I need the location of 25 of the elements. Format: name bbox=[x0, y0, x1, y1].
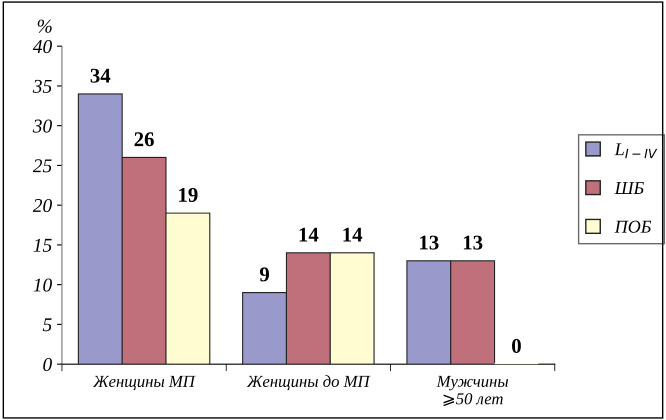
data-label: 19 bbox=[179, 188, 198, 202]
y-axis-title: % bbox=[38, 20, 52, 33]
x-tick-label: Женщины МП bbox=[92, 376, 196, 390]
data-label: 14 bbox=[343, 228, 362, 242]
legend-label: ШБ bbox=[614, 182, 644, 194]
data-label: 9 bbox=[260, 267, 270, 282]
data-label: 0 bbox=[512, 338, 521, 353]
y-tick-label: 15 bbox=[33, 238, 52, 252]
y-tick-label: 40 bbox=[32, 40, 52, 54]
y-tick-label: 20 bbox=[32, 198, 52, 212]
data-label: 14 bbox=[300, 228, 318, 242]
x-tick-label: Женщины до МП bbox=[246, 375, 370, 390]
y-tick-label: 35 bbox=[32, 80, 52, 93]
y-tick-label: 25 bbox=[32, 159, 52, 172]
legend-label: L$_{I−IV}$ bbox=[614, 143, 658, 158]
data-label: 26 bbox=[134, 132, 154, 146]
legend-label: ПОБ bbox=[614, 220, 652, 233]
x-tick-label: Мужчины ⩾50 лет bbox=[436, 376, 508, 406]
y-tick-label: 0 bbox=[43, 358, 52, 372]
y-tick-label: 30 bbox=[32, 120, 52, 133]
data-label: 34 bbox=[90, 68, 110, 83]
data-label: 13 bbox=[420, 236, 439, 250]
y-tick-label: 5 bbox=[42, 318, 52, 332]
data-label: 13 bbox=[464, 236, 482, 250]
y-tick-label: 10 bbox=[33, 278, 52, 292]
